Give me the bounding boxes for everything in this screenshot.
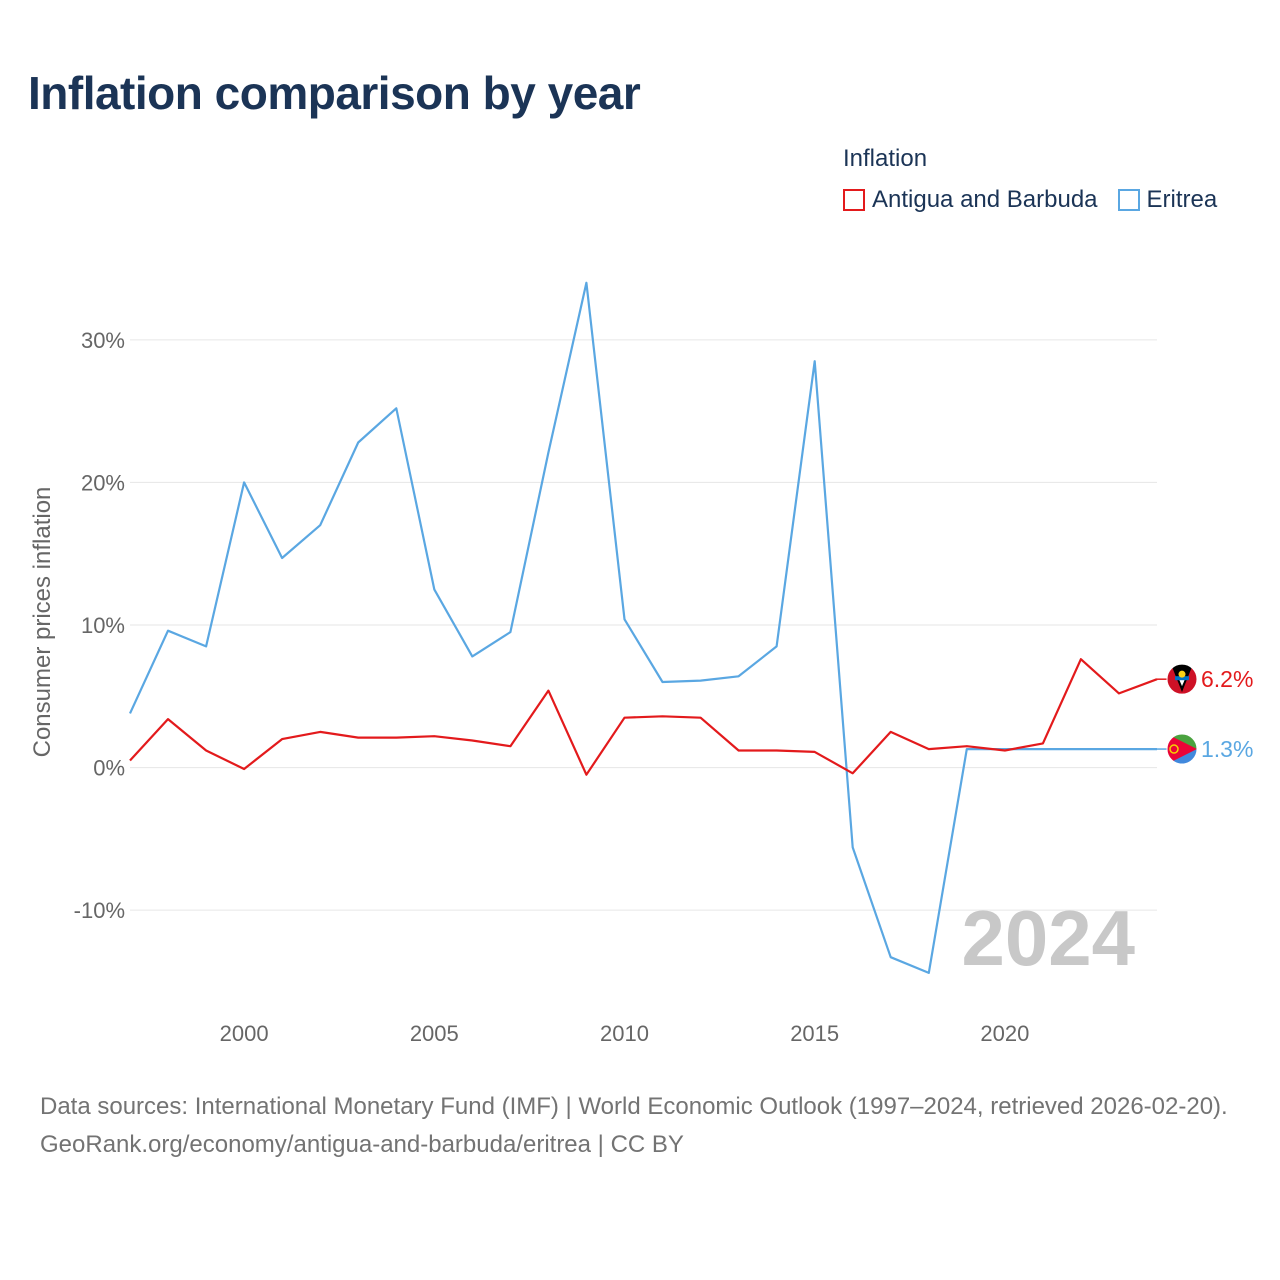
legend-label-eritrea: Eritrea xyxy=(1146,186,1218,213)
x-tick-label: 2010 xyxy=(600,1021,649,1046)
source-line-1: Data sources: International Monetary Fun… xyxy=(40,1093,1228,1120)
end-label-eritrea: 1.3% xyxy=(1201,736,1253,762)
source-line-2: GeoRank.org/economy/antigua-and-barbuda/… xyxy=(40,1131,684,1158)
x-tick-label: 2005 xyxy=(410,1021,459,1046)
series-line-eritrea xyxy=(129,281,1157,975)
source-note: Data sources: International Monetary Fun… xyxy=(40,1088,1250,1164)
y-tick-label: 10% xyxy=(81,613,125,638)
legend-label-antigua: Antigua and Barbuda xyxy=(872,186,1098,213)
y-tick-label: 0% xyxy=(93,756,125,781)
y-tick-label: -10% xyxy=(74,898,125,923)
flag-ring-antigua xyxy=(1166,663,1198,695)
series-line-antigua xyxy=(129,658,1158,776)
flag-ring-eritrea xyxy=(1166,733,1198,765)
flag-antigua-icon xyxy=(1167,664,1197,695)
y-tick-label: 20% xyxy=(81,470,125,495)
y-axis-title: Consumer prices inflation xyxy=(29,487,56,758)
legend-title: Inflation xyxy=(843,145,928,172)
legend-item-antigua[interactable]: Antigua and Barbuda xyxy=(843,186,1098,214)
line-chart: 30% 20% 10% 0% -10% 2000 2005 2010 2015 2020 Consu… xyxy=(29,281,1253,1046)
legend-swatch-eritrea xyxy=(1117,189,1140,211)
legend-item-eritrea[interactable]: Eritrea xyxy=(1117,186,1218,214)
end-label-antigua: 6.2% xyxy=(1201,666,1253,692)
y-tick-label: 30% xyxy=(81,328,125,353)
year-watermark: 2024 xyxy=(961,894,1135,982)
legend: Antigua and Barbuda Eritrea xyxy=(843,186,1217,214)
x-tick-label: 2020 xyxy=(980,1021,1029,1046)
x-tick-label: 2015 xyxy=(790,1021,839,1046)
x-tick-label: 2000 xyxy=(220,1021,269,1046)
chart-title: Inflation comparison by year xyxy=(28,67,641,119)
flag-eritrea-icon xyxy=(1167,734,1197,765)
legend-swatch-antigua xyxy=(843,189,865,211)
